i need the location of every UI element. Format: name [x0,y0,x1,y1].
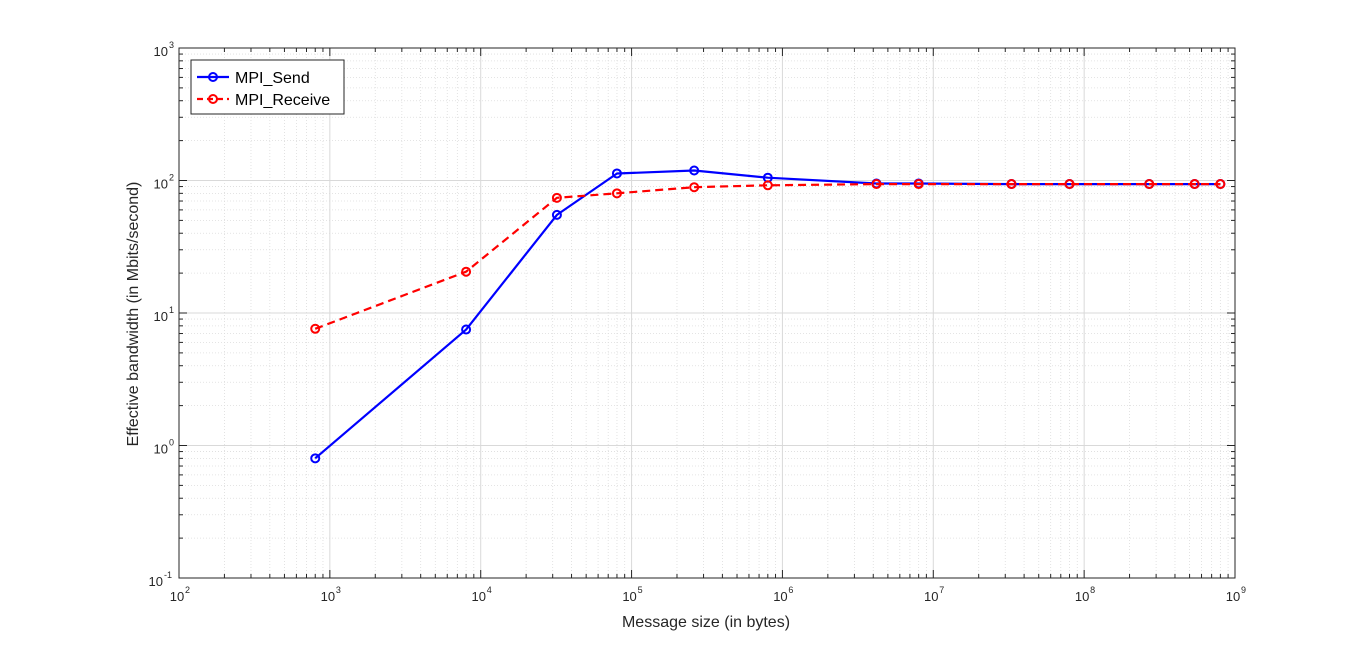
x-tick-exponent: 4 [487,585,492,595]
series-mpi-receive [310,179,1226,334]
x-tick-labels: 10 2 10 3 10 4 10 5 10 6 10 7 10 8 10 9 [170,585,1246,604]
data-point [611,168,622,179]
x-tick-exponent: 8 [1090,585,1095,595]
y-tick-label: 10 2 [154,173,174,192]
x-axis-label: Message size (in bytes) [622,614,790,631]
legend-marker [208,72,218,82]
y-tick-base: 10 [154,442,168,457]
y-tick-label: 10 0 [154,438,174,457]
y-tick-label: 10 3 [154,40,174,59]
data-point [551,192,562,203]
data-point [1064,179,1075,190]
data-point [689,165,700,176]
legend-marker [208,94,218,104]
data-point [762,180,773,191]
x-tick-base: 10 [773,589,787,604]
series-layer [310,165,1226,464]
y-tick-base: 10 [154,309,168,324]
y-tick-base: 10 [154,44,168,59]
y-tick-base: 10 [154,177,168,192]
x-tick-base: 10 [924,589,938,604]
x-tick-label: 10 9 [1226,585,1246,604]
y-tick-exponent: 0 [169,438,174,448]
x-tick-exponent: 2 [185,585,190,595]
x-tick-exponent: 7 [939,585,944,595]
x-tick-exponent: 5 [638,585,643,595]
y-tick-exponent: 2 [169,173,174,183]
data-point [310,453,321,464]
x-tick-base: 10 [622,589,636,604]
x-tick-base: 10 [471,589,485,604]
data-point [1189,179,1200,190]
y-tick-label: 10 1 [154,305,174,324]
x-tick-label: 10 8 [1075,585,1095,604]
x-tick-label: 10 4 [471,585,491,604]
x-tick-label: 10 6 [773,585,793,604]
data-point [461,266,472,277]
x-tick-label: 10 7 [924,585,944,604]
data-point [1144,179,1155,190]
y-tick-exponent: -1 [164,570,172,580]
data-point [913,179,924,190]
legend-item: MPI_Receive [197,92,330,109]
y-tick-exponent: 1 [169,305,174,315]
data-point [871,179,882,190]
x-tick-base: 10 [170,589,184,604]
y-axis-label: Effective bandwidth (in Mbits/second) [125,182,142,447]
y-tick-base: 10 [149,574,163,589]
legend-label: MPI_Send [235,70,310,87]
data-point [310,323,321,334]
legend-label: MPI_Receive [235,92,330,109]
legend: MPI_Send MPI_Receive [190,59,345,115]
series-line [314,183,1221,330]
x-tick-base: 10 [1075,589,1089,604]
x-tick-exponent: 9 [1241,585,1246,595]
x-tick-exponent: 6 [788,585,793,595]
legend-box [190,59,345,115]
y-tick-label: 10 -1 [149,570,172,589]
data-point [1215,179,1226,190]
data-point [611,188,622,199]
x-tick-label: 10 2 [170,585,190,604]
x-tick-base: 10 [321,589,335,604]
data-point [689,182,700,193]
legend-item: MPI_Send [197,70,310,87]
x-tick-base: 10 [1226,589,1240,604]
y-tick-exponent: 3 [169,40,174,50]
data-point [551,209,562,220]
x-tick-exponent: 3 [336,585,341,595]
data-point [1006,179,1017,190]
x-tick-label: 10 3 [321,585,341,604]
x-tick-label: 10 5 [622,585,642,604]
tick-marks [178,47,1236,579]
data-point [461,324,472,335]
